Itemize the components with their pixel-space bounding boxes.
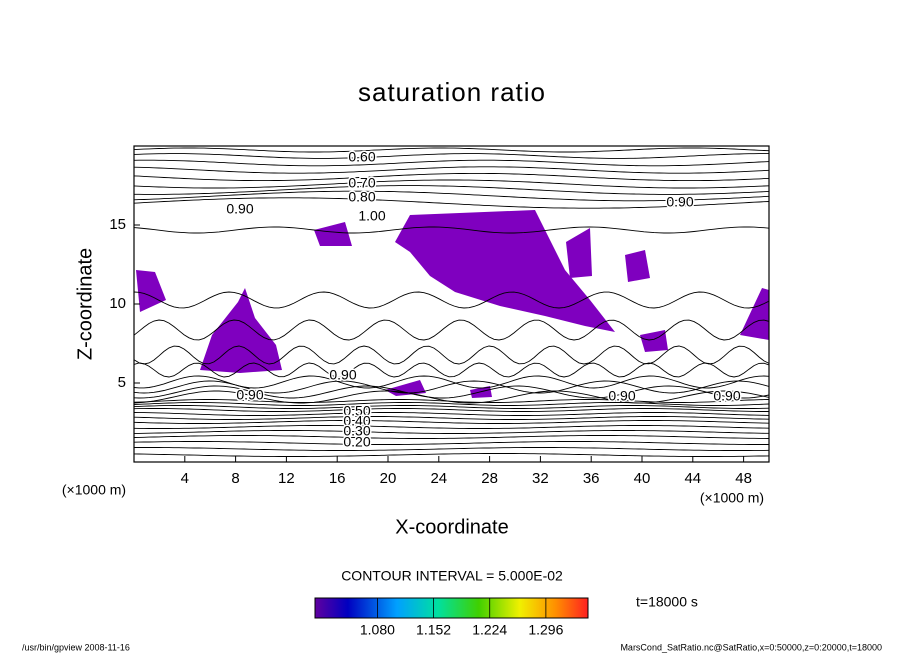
contour-line xyxy=(134,153,769,159)
contour-line xyxy=(134,405,769,409)
contour-label: 0.90 xyxy=(666,194,693,210)
x-tick-label: 48 xyxy=(735,470,752,487)
shaded-regions xyxy=(136,210,769,398)
x-unit: (×1000 m) xyxy=(700,490,764,506)
colorbar-tick-label: 1.224 xyxy=(472,622,507,638)
contour-label: 0.80 xyxy=(348,189,375,205)
colorbar-tick-label: 1.296 xyxy=(528,622,563,638)
shade-region xyxy=(566,228,592,278)
contour-line xyxy=(134,402,769,406)
contour-line xyxy=(134,416,769,420)
shade-region xyxy=(395,210,615,332)
shade-region xyxy=(136,270,166,312)
contour-line xyxy=(134,425,769,429)
colorbar-tick-label: 1.080 xyxy=(360,622,395,638)
contour-line xyxy=(134,441,769,445)
contour-line xyxy=(134,345,769,365)
contour-line xyxy=(134,147,769,153)
plot-area xyxy=(134,147,769,457)
contour-label: 0.50 xyxy=(343,403,370,419)
colorbar-tick-label: 1.152 xyxy=(416,622,451,638)
shade-region xyxy=(314,222,352,246)
y-tick-label: 15 xyxy=(109,216,126,233)
contour-label: 0.90 xyxy=(608,388,635,404)
colorbar xyxy=(314,597,589,619)
x-tick-label: 16 xyxy=(329,470,346,487)
x-tick-label: 4 xyxy=(181,470,189,487)
contour-line xyxy=(134,380,769,394)
contour-label: 1.00 xyxy=(358,208,385,224)
x-tick-label: 28 xyxy=(481,470,498,487)
contour-interval: CONTOUR INTERVAL = 5.000E-02 xyxy=(341,568,563,584)
shade-region xyxy=(740,288,769,340)
contour-label: 0.90 xyxy=(329,367,356,383)
contour-line xyxy=(134,385,769,399)
contour-label: 0.90 xyxy=(226,201,253,217)
contour-label: 0.40 xyxy=(343,413,370,429)
x-tick-label: 8 xyxy=(231,470,239,487)
x-tick-label: 20 xyxy=(380,470,397,487)
contour-label: 0.90 xyxy=(713,388,740,404)
contour-line xyxy=(134,226,769,234)
y-tick-label: 5 xyxy=(118,374,126,391)
contour-lines xyxy=(134,147,769,457)
contour-line xyxy=(134,190,769,202)
contour-line xyxy=(134,185,769,195)
contour-line xyxy=(134,435,769,439)
contour-line xyxy=(134,179,769,189)
chart-title: saturation ratio xyxy=(358,77,546,107)
y-axis-label: Z-coordinate xyxy=(74,248,96,360)
contour-label: 0.30 xyxy=(343,423,370,439)
contour-line xyxy=(134,447,769,451)
x-tick-label: 24 xyxy=(430,470,447,487)
time-label: t=18000 s xyxy=(636,594,698,610)
x-axis-label: X-coordinate xyxy=(395,516,508,538)
contour-line xyxy=(134,197,769,209)
x-tick-label: 40 xyxy=(634,470,651,487)
contour-line xyxy=(134,319,769,341)
shade-region xyxy=(200,288,282,373)
contour-line xyxy=(134,412,769,416)
x-tick-label: 36 xyxy=(583,470,600,487)
contour-line xyxy=(134,430,769,434)
contour-label: 0.90 xyxy=(236,387,263,403)
y-unit: (×1000 m) xyxy=(62,482,126,498)
contour-line xyxy=(134,399,769,403)
x-tick-label: 12 xyxy=(278,470,295,487)
contour-line xyxy=(134,172,769,182)
contour-label: 0.60 xyxy=(348,149,375,165)
footer-right: MarsCond_SatRatio.nc@SatRatio,x=0:50000,… xyxy=(620,642,882,652)
footer-left: /usr/bin/gpview 2008-11-16 xyxy=(22,642,130,652)
contour-line xyxy=(134,408,769,412)
x-tick-label: 32 xyxy=(532,470,549,487)
contour-line xyxy=(134,166,769,174)
y-tick-label: 10 xyxy=(109,295,126,312)
contour-label: 0.70 xyxy=(348,175,375,191)
contour-line xyxy=(134,420,769,424)
shade-region xyxy=(625,250,650,282)
contour-label: 0.20 xyxy=(343,434,370,450)
shade-region xyxy=(385,380,426,396)
contour-line xyxy=(134,453,769,457)
contour-line xyxy=(134,159,769,167)
contour-line xyxy=(134,362,769,378)
x-tick-label: 44 xyxy=(684,470,701,487)
contour-line xyxy=(134,291,769,309)
